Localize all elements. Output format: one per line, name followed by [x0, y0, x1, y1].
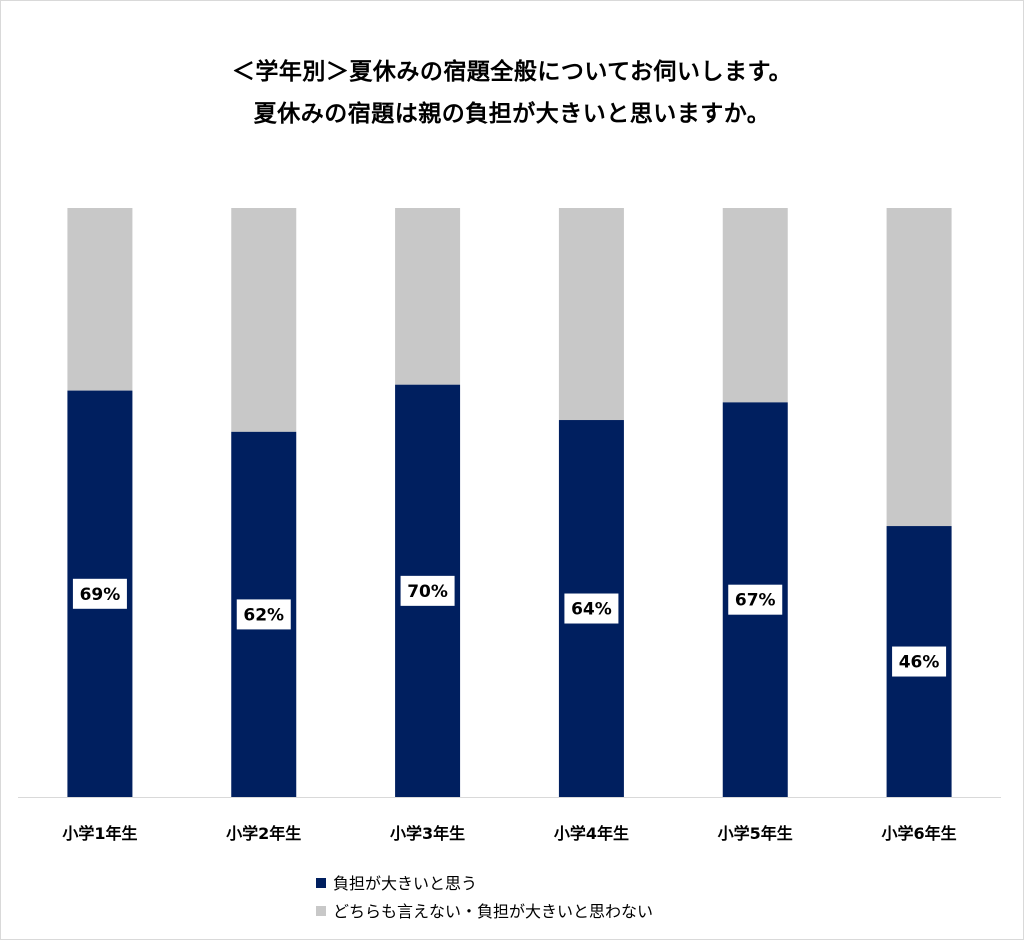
- chart-title-line-2: 夏休みの宿題は親の負担が大きいと思いますか。: [253, 101, 771, 127]
- legend-swatch-yes: [316, 878, 326, 888]
- data-label: 46%: [899, 653, 940, 673]
- x-tick-label: 小学4年生: [554, 824, 629, 843]
- data-label: 67%: [735, 591, 776, 611]
- legend-item-no: どちらも言えない・負担が大きいと思わない: [316, 898, 653, 922]
- data-label: 70%: [407, 582, 448, 602]
- legend-label-yes: 負担が大きいと思う: [333, 874, 478, 893]
- data-label-box: [236, 599, 291, 630]
- x-tick-label: 小学3年生: [390, 824, 465, 843]
- data-label-box: [72, 578, 127, 609]
- data-label: 64%: [571, 600, 612, 620]
- data-label-box: [564, 593, 619, 624]
- data-label-box: [400, 575, 455, 606]
- chart-title-line-1: ＜学年別＞夏休みの宿題全般についてお伺いします。: [231, 59, 793, 85]
- legend-item-yes: 負担が大きいと思う: [316, 870, 477, 894]
- x-tick-label: 小学1年生: [62, 824, 137, 843]
- bar-segment-no: [886, 208, 952, 527]
- legend-label-no: どちらも言えない・負担が大きいと思わない: [333, 902, 654, 921]
- data-label-box: [728, 584, 783, 615]
- x-tick-label: 小学2年生: [226, 824, 301, 843]
- bar-segment-no: [67, 208, 133, 391]
- legend-swatch-no: [316, 906, 326, 916]
- bar-segment-no: [231, 208, 297, 432]
- data-label: 62%: [243, 605, 284, 625]
- bar-segment-no: [722, 208, 788, 403]
- bar-segment-no: [395, 208, 461, 385]
- data-label-box: [892, 646, 947, 677]
- stacked-bar-chart: 69% 小学1年生 62% 小学2年生 70% 小学3年生 64% 小学4年生 67% 小学5年生…: [18, 208, 1001, 843]
- bar-segment-no: [558, 208, 624, 421]
- data-label: 69%: [80, 585, 121, 605]
- x-tick-label: 小学5年生: [718, 824, 793, 843]
- x-tick-label: 小学6年生: [882, 824, 957, 843]
